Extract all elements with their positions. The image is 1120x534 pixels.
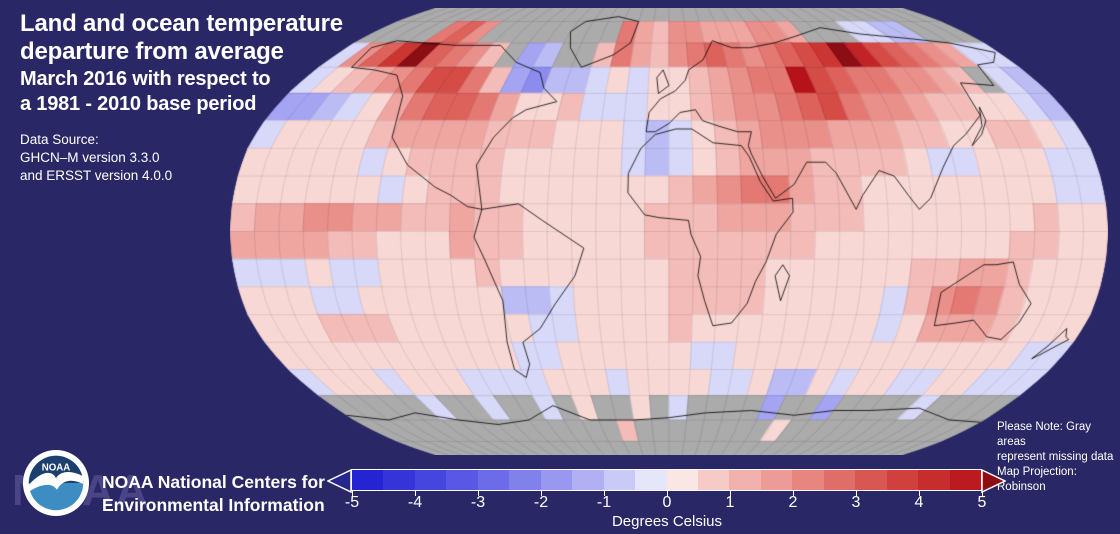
legend-color-segment (697, 470, 730, 490)
subtitle-line2: a 1981 - 2010 base period (20, 93, 257, 116)
note-line2: represent missing data (997, 450, 1114, 463)
note-line3: Map Projection: Robinson (997, 465, 1077, 493)
noaa-logo-text: NOAA (42, 462, 71, 473)
legend-color-segment (855, 470, 887, 490)
legend-color-segment (792, 470, 824, 490)
legend-color-segment (477, 470, 510, 490)
legend-color-segment (572, 470, 604, 490)
organization-line1: NOAA National Centers for (102, 472, 325, 492)
legend-tick-mark (856, 491, 857, 496)
note-line1: Please Note: Gray areas (997, 421, 1091, 448)
temperature-anomaly-map (230, 8, 1108, 455)
legend-color-segment (886, 470, 919, 490)
legend-tick-mark (604, 491, 605, 496)
subtitle-line1: March 2016 with respect to (20, 67, 271, 90)
legend-tick-mark (352, 491, 353, 496)
legend-color-segment (383, 470, 415, 490)
legend-arrow-right-shape (981, 469, 1006, 493)
legend-tick-label: 2 (788, 494, 798, 511)
legend-tick-label: -1 (596, 494, 612, 511)
legend-tick-mark (478, 491, 479, 496)
legend-color-segment (823, 470, 856, 490)
legend-tick-label: 3 (851, 494, 861, 511)
legend-color-segment (509, 470, 541, 490)
legend-tick-label: -3 (470, 494, 486, 511)
legend-color-segment (352, 470, 384, 490)
legend-tick-mark (793, 491, 794, 496)
legend-tick-label: 5 (977, 494, 987, 511)
legend-arrow-left-shape (327, 469, 352, 493)
data-source: Data Source: GHCN–M version 3.3.0 and ER… (20, 131, 343, 186)
page-title-line1: Land and ocean temperature (20, 10, 343, 37)
legend-color-segment (729, 470, 761, 490)
legend-tick-label: -2 (533, 494, 549, 511)
noaa-logo-bird-icon (28, 472, 84, 492)
data-source-ersst: and ERSST version 4.0.0 (20, 168, 173, 184)
legend-tick-label: 0 (662, 494, 672, 511)
legend-color-segment (635, 470, 667, 490)
legend-color-segment (414, 470, 447, 490)
legend-tick-label: -4 (407, 494, 423, 511)
legend-color-segment (918, 470, 950, 490)
legend-color-segment (540, 470, 573, 490)
legend-tick-mark (415, 491, 416, 496)
legend-tick-label: -5 (344, 494, 360, 511)
legend-colorbar (351, 469, 982, 491)
page-title-line2: departure from average (20, 38, 284, 66)
organization-name: NOAA National Centers for Environmental … (102, 471, 325, 517)
legend-arrow-left-icon (327, 469, 352, 493)
map-note: Please Note: Gray areas represent missin… (997, 420, 1120, 495)
legend-units-label: Degrees Celsius (611, 513, 723, 530)
data-source-ghcn: GHCN–M version 3.3.0 (20, 150, 160, 166)
legend-tick-mark (919, 491, 920, 496)
legend-tick-mark (982, 491, 983, 496)
legend-tick-label: 1 (725, 494, 735, 511)
legend-color-segment (446, 470, 478, 490)
legend-tick-mark (541, 491, 542, 496)
legend-arrow-right-icon (981, 469, 1006, 493)
legend-tick-label: 4 (914, 494, 924, 511)
organization-line2: Environmental Information (102, 495, 325, 516)
legend-color-segment (603, 470, 636, 490)
legend-tick-mark (667, 491, 668, 496)
legend-tick-mark (730, 491, 731, 496)
noaa-logo: NOAA (22, 449, 90, 517)
legend-color-segment (760, 470, 793, 490)
header: Land and ocean temperature departure fro… (20, 10, 343, 185)
data-source-label: Data Source: (20, 131, 99, 147)
legend-color-segment (949, 470, 982, 490)
legend-color-segment (666, 470, 698, 490)
